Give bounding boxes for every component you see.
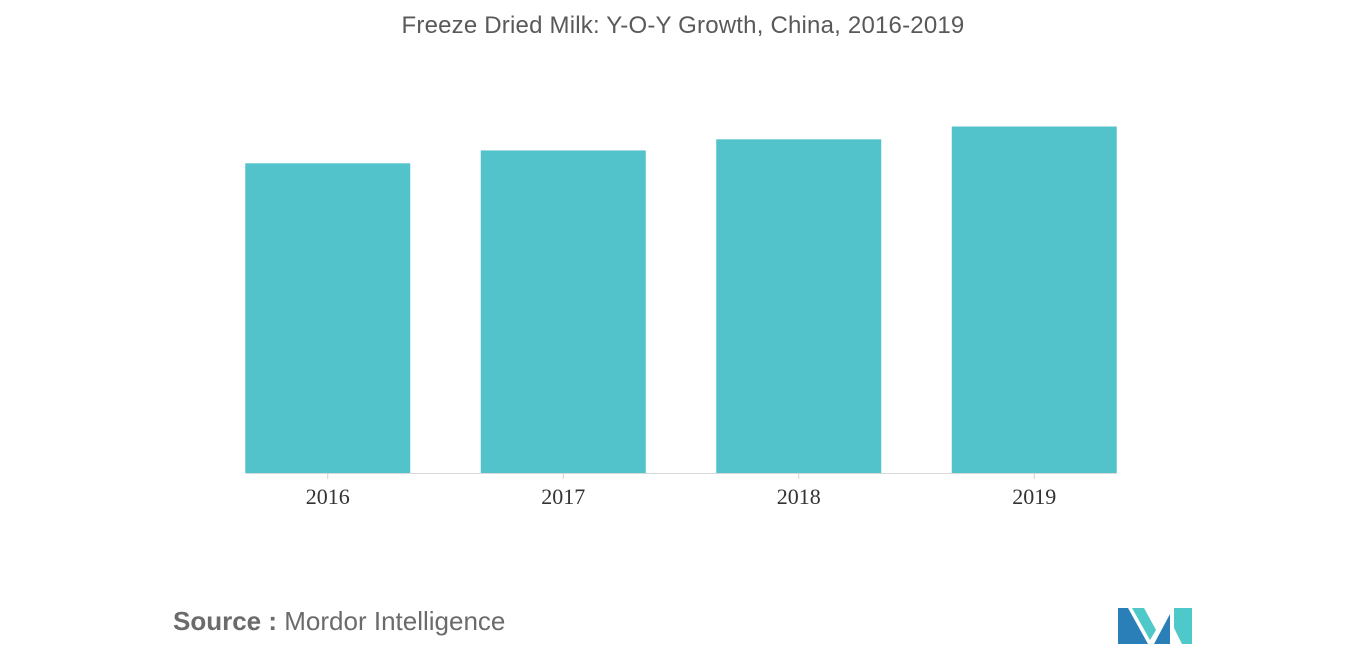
x-tick-label-2018: 2018 — [777, 484, 821, 509]
source-note: Source : Mordor Intelligence — [173, 606, 505, 637]
ticks-group — [327, 473, 1035, 479]
bars-group — [245, 126, 1117, 474]
mordor-logo-icon — [1118, 608, 1192, 644]
logo-mid-left-shape — [1132, 608, 1156, 640]
logo-mid-right-shape — [1154, 614, 1170, 644]
x-tick-label-2016: 2016 — [306, 484, 350, 509]
source-label: Source : — [173, 606, 278, 636]
bar-2018 — [716, 139, 882, 474]
bar-2019 — [951, 126, 1117, 473]
source-value: Mordor Intelligence — [284, 606, 506, 636]
x-tick-label-2019: 2019 — [1012, 484, 1056, 509]
logo-left-shape — [1118, 608, 1148, 644]
logo-right-shape — [1174, 608, 1192, 644]
bar-2017 — [480, 150, 646, 473]
tick-labels-group: 2016 2017 2018 2019 — [306, 484, 1057, 509]
chart-title: Freeze Dried Milk: Y-O-Y Growth, China, … — [401, 12, 965, 39]
bar-2016 — [245, 163, 411, 474]
x-tick-label-2017: 2017 — [541, 484, 585, 509]
